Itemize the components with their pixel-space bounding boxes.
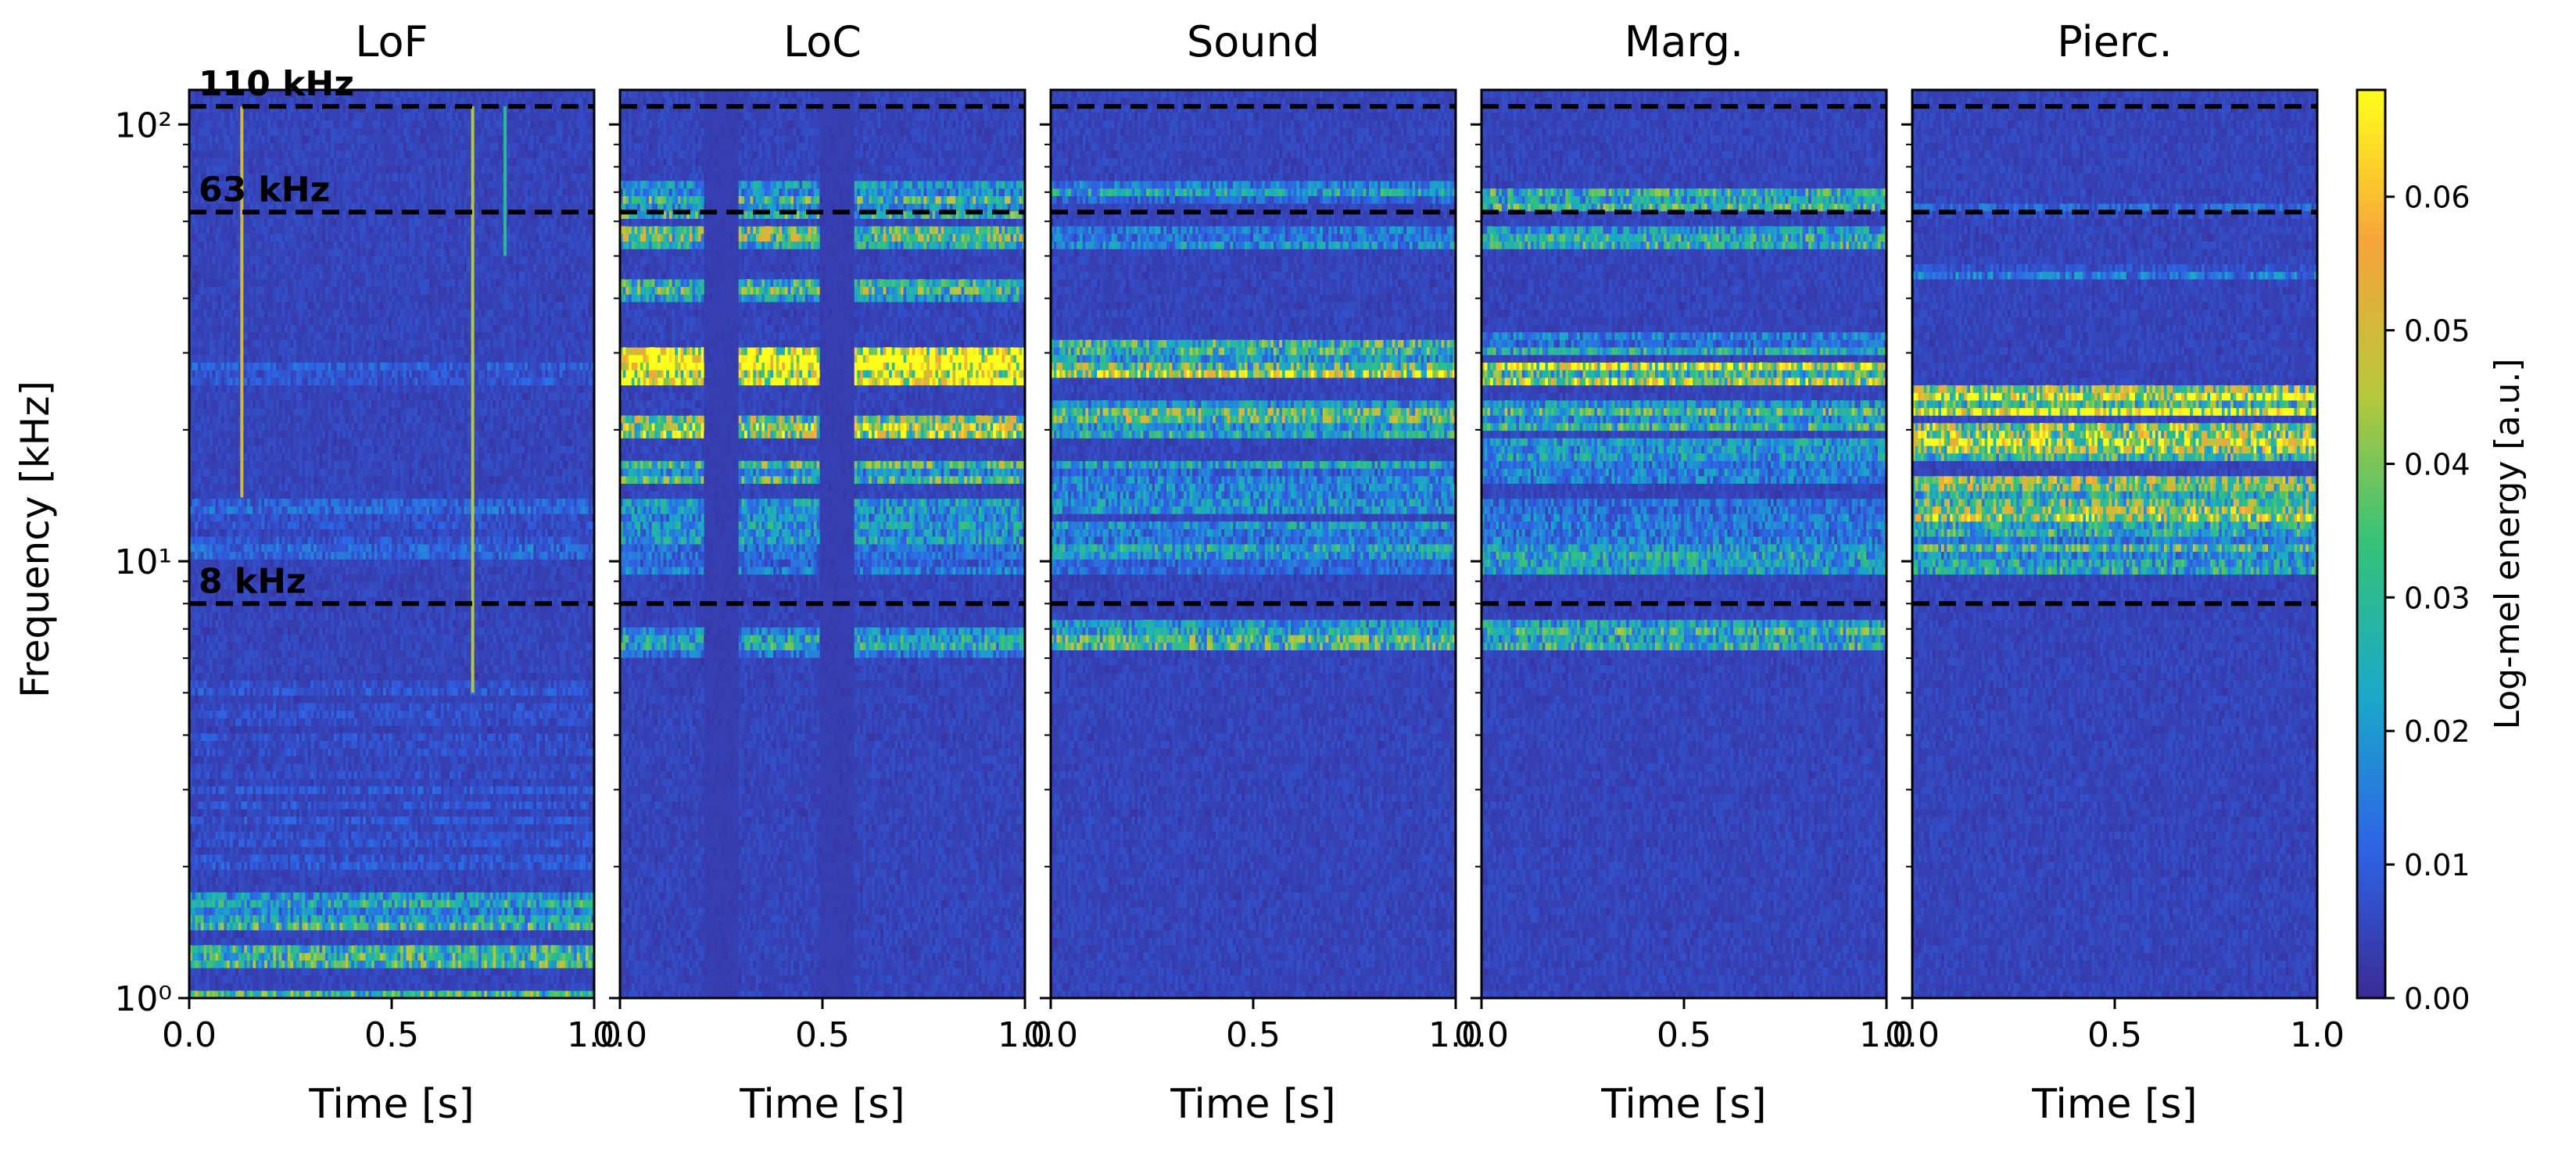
x-tick-label: 0.5 xyxy=(364,1015,419,1055)
panel-title: Marg. xyxy=(1625,17,1743,66)
spectrogram-panels: LoF 0.0 0.5 1.0 Time [s] 10⁰ 10¹ 10² 110 kHz 63 k… xyxy=(114,17,2345,1128)
reference-line-label: 110 kHz xyxy=(199,64,354,104)
colorbar: 0.00 0.01 0.02 0.03 0.04 0.05 0.06 Log-mel ener… xyxy=(2357,90,2528,1016)
x-axis-label: Time [s] xyxy=(2031,1081,2197,1128)
x-tick-label: 1.0 xyxy=(2290,1015,2345,1055)
x-tick-label: 0.0 xyxy=(162,1015,217,1055)
reference-line-label: 63 kHz xyxy=(199,170,330,209)
x-tick-label: 0.0 xyxy=(1885,1015,1940,1055)
colorbar-tick-label: 0.04 xyxy=(2404,447,2470,481)
colorbar-tick-label: 0.06 xyxy=(2404,181,2470,215)
panel-title: Pierc. xyxy=(2057,17,2172,66)
colorbar-tick-label: 0.02 xyxy=(2404,714,2470,749)
colorbar-tick-label: 0.00 xyxy=(2404,982,2470,1016)
x-tick-label: 0.0 xyxy=(1454,1015,1509,1055)
panel-title: Sound xyxy=(1187,17,1320,66)
y-axis-label-group: Frequency [kHz] xyxy=(13,381,58,698)
y-tick-label: 10¹ xyxy=(114,542,172,582)
panel-title: LoF xyxy=(355,17,428,66)
vertical-streak xyxy=(240,106,243,497)
y-tick-label: 10⁰ xyxy=(114,979,172,1019)
y-axis-label: Frequency [kHz] xyxy=(13,381,58,698)
colorbar-gradient xyxy=(2357,90,2385,998)
colorbar-tick-label: 0.03 xyxy=(2404,581,2470,615)
heatmap-cells xyxy=(1481,90,1886,998)
x-axis-label: Time [s] xyxy=(308,1081,474,1128)
x-axis-label: Time [s] xyxy=(1170,1081,1335,1128)
x-axis-label: Time [s] xyxy=(739,1081,905,1128)
colorbar-tick-label: 0.05 xyxy=(2404,314,2470,349)
heatmap-cells xyxy=(1912,90,2317,998)
x-tick-label: 0.5 xyxy=(1657,1015,1711,1055)
heatmap-cells xyxy=(1051,90,1456,998)
reference-line-label: 8 kHz xyxy=(199,561,306,601)
x-tick-label: 0.0 xyxy=(593,1015,647,1055)
colorbar-tick-label: 0.01 xyxy=(2404,848,2470,882)
x-axis-label: Time [s] xyxy=(1600,1081,1766,1128)
panel-pierc: Pierc. 0.0 0.5 1.0 Time [s] xyxy=(1885,17,2345,1128)
x-tick-label: 0.5 xyxy=(795,1015,850,1055)
colorbar-label: Log-mel energy [a.u.] xyxy=(2488,358,2528,729)
heatmap-cells xyxy=(620,90,1025,998)
heatmap-cells xyxy=(189,90,594,998)
vertical-streak xyxy=(503,106,507,256)
x-tick-label: 0.0 xyxy=(1023,1015,1078,1055)
y-tick-label: 10² xyxy=(114,106,172,145)
panel-title: LoC xyxy=(783,17,862,66)
x-tick-label: 0.5 xyxy=(2087,1015,2142,1055)
x-tick-label: 0.5 xyxy=(1226,1015,1281,1055)
